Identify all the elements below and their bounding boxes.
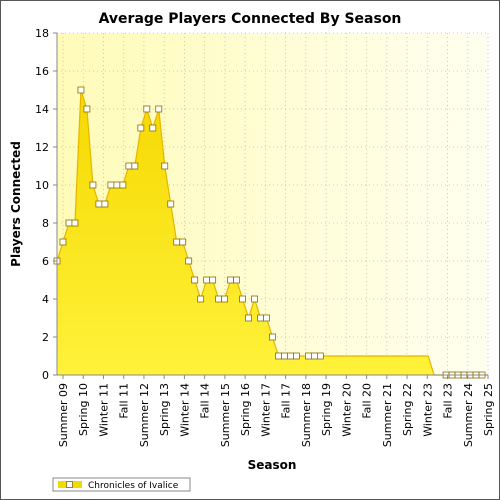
data-point [227,276,234,284]
series-area-fill [57,90,488,375]
y-tick-label: 8 [42,217,49,230]
legend-box [52,477,191,492]
data-point [107,181,115,189]
data-point [311,352,318,360]
data-point [119,181,127,189]
data-point [197,295,205,303]
data-point [245,314,252,322]
data-point [101,200,109,208]
data-point [161,162,169,170]
y-tick-label: 2 [42,331,49,344]
data-point [149,124,157,132]
y-tick-label: 14 [35,103,49,116]
x-tick-label: Fall 23 [442,383,455,419]
data-point [257,314,264,322]
x-tick-label: Winter 20 [340,383,353,437]
x-tick-label: Winter 11 [97,383,110,437]
data-point [203,276,211,284]
data-point [185,257,193,265]
data-point [275,352,282,360]
legend: Chronicles of Ivalice [52,477,191,492]
x-tick-label: Summer 09 [57,383,70,447]
x-tick-label: Winter 14 [178,383,191,437]
data-point [83,105,91,113]
x-tick-label: Spring 25 [482,383,495,436]
x-tick-label: Spring 16 [239,383,252,436]
x-tick-label: Fall 14 [199,383,212,419]
data-point [293,352,300,360]
data-point [209,276,217,284]
x-tick-label: Spring 22 [401,383,414,436]
data-point [233,276,240,284]
legend-marker [66,481,73,488]
data-point [239,295,246,303]
y-tick-label: 4 [42,293,49,306]
y-axis-ticks: 0 2 4 6 8 10 12 14 16 18 [35,27,57,382]
data-point [77,86,85,94]
data-point [263,314,270,322]
data-point [89,181,97,189]
x-tick-label: Summer 15 [219,383,232,447]
x-tick-label: Spring 10 [77,383,90,436]
data-point [137,124,145,132]
x-tick-label: Summer 24 [462,383,475,447]
x-tick-label: Fall 20 [361,383,374,419]
data-point [305,352,312,360]
x-tick-label: Summer 12 [138,383,151,447]
data-point [125,162,133,170]
data-point [71,219,79,227]
data-point [131,162,139,170]
data-point [155,105,163,113]
data-point [281,352,288,360]
data-point [179,238,187,246]
x-tick-label: Spring 19 [320,383,333,436]
y-tick-label: 6 [42,255,49,268]
x-tick-label: Fall 17 [280,383,293,419]
data-point [316,352,324,360]
data-point [167,200,175,208]
y-tick-label: 0 [42,369,49,382]
data-point [113,181,121,189]
x-tick-label: Fall 11 [118,383,131,419]
x-tick-label: Summer 18 [300,383,313,447]
y-tick-label: 12 [35,141,49,154]
chart-title: Average Players Connected By Season [99,11,402,27]
x-axis-title: Season [248,458,297,472]
data-point [269,333,276,341]
legend-label: Chronicles of Ivalice [88,481,179,491]
series-markers [53,86,486,379]
data-point [95,200,103,208]
data-point [173,238,181,246]
data-point [143,105,151,113]
x-tick-label: Summer 21 [381,383,394,447]
data-point [65,219,73,227]
y-tick-label: 10 [35,179,49,192]
x-tick-label: Winter 17 [259,383,272,437]
data-point [221,295,229,303]
x-tick-label: Spring 13 [158,383,171,436]
data-point [287,352,294,360]
data-point [59,238,67,246]
y-tick-label: 18 [35,27,49,40]
data-point [215,295,223,303]
data-point [251,295,258,303]
x-tick-label: Winter 23 [421,383,434,437]
y-tick-label: 16 [35,65,49,78]
x-axis-ticks: Summer 09 Spring 10 Winter 11 Fall 11 Summer… [57,375,495,447]
data-point [191,276,199,284]
y-axis-title: Players Connected [9,141,23,267]
